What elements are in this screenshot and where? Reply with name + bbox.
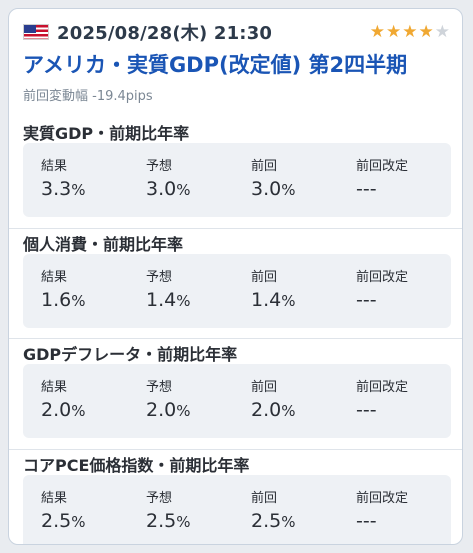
previous-label: 前回	[251, 159, 278, 174]
actual-label: 結果	[41, 270, 68, 285]
actual-label: 結果	[41, 380, 68, 395]
previous-value: 2.5%	[251, 510, 296, 532]
forecast-value: 1.4%	[146, 289, 191, 311]
previous-label: 前回	[251, 491, 278, 506]
section-title-real-gdp: 実質GDP・前期比年率	[23, 124, 190, 143]
section-title-gdp-deflator: GDPデフレータ・前期比年率	[23, 345, 238, 364]
star-icon: ★	[418, 22, 434, 42]
previous-change-label: 前回変動幅	[23, 89, 89, 104]
forecast-value: 2.0%	[146, 399, 191, 421]
revised-value: ---	[356, 178, 377, 200]
previous-value: 2.0%	[251, 399, 296, 421]
actual-value: 2.5%	[41, 510, 86, 532]
previous-label: 前回	[251, 270, 278, 285]
us-flag-icon	[23, 24, 49, 40]
indicator-panel-core-pce: 結果 2.5% 予想 2.5% 前回 2.5% 前回改定 ---	[23, 475, 451, 544]
forecast-value: 2.5%	[146, 510, 191, 532]
previous-value: 3.0%	[251, 178, 296, 200]
economic-event-card[interactable]: 2025/08/28(木) 21:30 ★ ★ ★ ★ ★ アメリカ・実質GDP…	[8, 8, 463, 545]
previous-label: 前回	[251, 380, 278, 395]
previous-value: 1.4%	[251, 289, 296, 311]
forecast-label: 予想	[146, 159, 173, 174]
revised-value: ---	[356, 289, 377, 311]
revised-label: 前回改定	[356, 159, 409, 174]
star-icon: ★	[369, 22, 385, 42]
indicator-panel-consumption: 結果 1.6% 予想 1.4% 前回 1.4% 前回改定 ---	[23, 254, 451, 328]
actual-value: 1.6%	[41, 289, 86, 311]
forecast-label: 予想	[146, 270, 173, 285]
star-icon: ★	[386, 22, 402, 42]
revised-value: ---	[356, 399, 377, 421]
actual-label: 結果	[41, 491, 68, 506]
revised-value: ---	[356, 510, 377, 532]
section-divider	[9, 228, 462, 229]
forecast-value: 3.0%	[146, 178, 191, 200]
event-datetime: 2025/08/28(木) 21:30	[57, 23, 273, 44]
previous-change-value: -19.4pips	[92, 89, 153, 104]
event-header: 2025/08/28(木) 21:30 ★ ★ ★ ★ ★	[23, 17, 450, 47]
actual-value: 2.0%	[41, 399, 86, 421]
star-empty-icon: ★	[434, 22, 450, 42]
star-icon: ★	[402, 22, 418, 42]
forecast-label: 予想	[146, 491, 173, 506]
section-title-consumption: 個人消費・前期比年率	[23, 235, 184, 254]
revised-label: 前回改定	[356, 380, 409, 395]
section-divider	[9, 449, 462, 450]
indicator-panel-real-gdp: 結果 3.3% 予想 3.0% 前回 3.0% 前回改定 ---	[23, 143, 451, 217]
indicator-panel-gdp-deflator: 結果 2.0% 予想 2.0% 前回 2.0% 前回改定 ---	[23, 364, 451, 438]
importance-rating: ★ ★ ★ ★ ★	[370, 22, 450, 42]
previous-change: 前回変動幅 -19.4pips	[23, 85, 153, 104]
section-divider	[9, 338, 462, 339]
section-title-core-pce: コアPCE価格指数・前期比年率	[23, 456, 250, 475]
revised-label: 前回改定	[356, 491, 409, 506]
revised-label: 前回改定	[356, 270, 409, 285]
actual-label: 結果	[41, 159, 68, 174]
actual-value: 3.3%	[41, 178, 86, 200]
event-title[interactable]: アメリカ・実質GDP(改定値) 第2四半期	[23, 53, 408, 77]
forecast-label: 予想	[146, 380, 173, 395]
